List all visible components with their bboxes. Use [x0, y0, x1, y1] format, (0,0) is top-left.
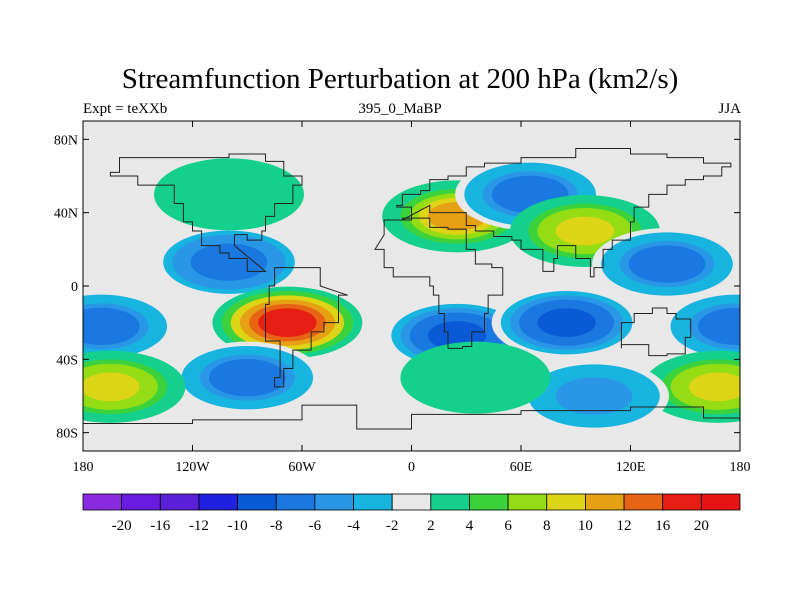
colorbar-swatch — [159, 493, 200, 511]
colorbar-swatch — [507, 493, 548, 511]
y-tick-label: 80N — [54, 133, 78, 148]
colorbar-label: -16 — [150, 518, 170, 534]
field-anomaly — [154, 158, 304, 231]
contour-field — [83, 158, 740, 432]
colorbar-swatch — [662, 493, 702, 511]
contour-band — [537, 308, 596, 337]
experiment-label: Expt = teXXb — [83, 101, 168, 117]
colorbar-swatch — [82, 493, 123, 511]
y-tick-label: 40S — [56, 353, 78, 368]
colorbar-label: 16 — [655, 518, 671, 534]
x-tick-label: 120W — [175, 460, 210, 475]
colorbar-label: 12 — [617, 518, 632, 534]
contour-band — [688, 372, 740, 402]
colorbar-label: -2 — [386, 518, 399, 534]
x-tick-label: 120E — [616, 460, 646, 475]
axes: 180 120W 60W 0 60E 120E 180 80N 40N 0 40S 80S — [54, 121, 751, 475]
x-tick-label: 180 — [73, 460, 94, 475]
colorbar-swatch — [198, 493, 238, 511]
contour-band — [446, 363, 505, 392]
x-tick-label: 60E — [510, 460, 533, 475]
colorbar-label: 6 — [504, 518, 512, 534]
colorbar-label: 2 — [427, 518, 435, 534]
colorbar-label: 4 — [466, 518, 474, 534]
coastline — [83, 404, 740, 451]
field-anomaly — [83, 290, 177, 363]
season-label: JJA — [718, 101, 741, 117]
contour-band — [199, 180, 259, 209]
colorbar-label: 8 — [543, 518, 551, 534]
colorbar-label: 10 — [578, 518, 593, 534]
field-anomaly — [172, 341, 323, 414]
chart-title: Streamfunction Perturbation at 200 hPa (… — [121, 63, 679, 95]
field-anomaly — [455, 158, 606, 231]
field-anomaly — [661, 290, 740, 363]
colorbar-swatch — [391, 493, 432, 511]
contour-band — [707, 312, 740, 341]
x-tick-label: 0 — [408, 460, 415, 475]
coastline — [374, 217, 504, 349]
contour-band — [199, 247, 259, 277]
y-tick-label: 0 — [71, 280, 78, 295]
contour-band — [564, 381, 624, 411]
contour-band — [218, 363, 277, 392]
contour-band — [258, 308, 317, 337]
coastline — [109, 153, 303, 272]
coastline — [396, 148, 732, 278]
colorbar-swatch — [353, 493, 393, 511]
y-tick-label: 80S — [56, 427, 78, 442]
contour-band — [555, 216, 615, 246]
colorbar-swatch — [623, 493, 664, 511]
colorbar-swatch — [237, 493, 277, 511]
colorbar-swatch — [275, 493, 316, 511]
case-label: 395_0_MaBP — [358, 101, 442, 117]
colorbar-swatch — [314, 493, 354, 511]
colorbar-label: -8 — [270, 518, 283, 534]
coastlines — [83, 148, 740, 451]
x-tick-label: 60W — [288, 460, 316, 475]
coastline — [620, 307, 692, 357]
field-anomaly — [154, 226, 304, 299]
colorbar-swatch — [469, 493, 509, 511]
contour-band — [83, 372, 140, 402]
colorbar-label: -20 — [112, 518, 132, 534]
colorbar-swatch — [546, 493, 586, 511]
colorbar-swatch — [700, 493, 741, 511]
colorbar-label: -12 — [189, 518, 209, 534]
field-anomaly — [83, 350, 186, 423]
colorbar-label: 20 — [694, 518, 709, 534]
colorbar-label: -10 — [228, 518, 248, 534]
colorbar-label: -6 — [309, 518, 322, 534]
colorbar-swatch — [121, 493, 161, 511]
field-anomaly — [400, 341, 551, 414]
colorbar-swatch — [430, 493, 470, 511]
colorbar: -20 -16 -12 -10 -8 -6 -4 -2 2 4 6 8 10 12 16 20 — [82, 493, 741, 534]
contour-band — [83, 312, 131, 341]
coastline — [265, 267, 348, 388]
x-tick-label: 180 — [730, 460, 751, 475]
colorbar-label: -4 — [347, 518, 360, 534]
contour-band — [637, 249, 697, 279]
field-anomaly — [491, 286, 642, 359]
field-anomaly — [212, 286, 363, 359]
field-anomaly — [592, 228, 740, 300]
field-anomaly — [519, 360, 669, 432]
field-anomaly — [643, 350, 740, 423]
colorbar-swatch — [585, 493, 625, 511]
y-tick-label: 40N — [54, 207, 78, 222]
